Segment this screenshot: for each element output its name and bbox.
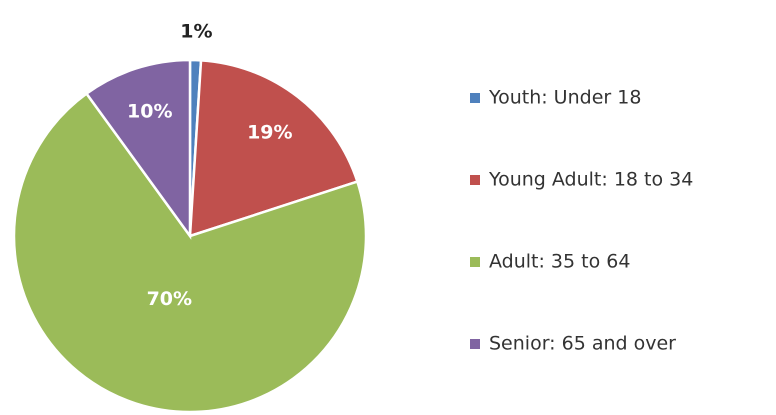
legend-marker — [470, 175, 480, 185]
legend-marker — [470, 339, 480, 349]
data-label: 1% — [180, 21, 212, 43]
pie-slice — [12, 91, 368, 414]
data-label: 70% — [147, 288, 192, 310]
pie-slice — [188, 59, 359, 238]
legend-label: Young Adult: 18 to 34 — [488, 169, 693, 191]
pie-slice — [84, 58, 192, 240]
legend-label: Adult: 35 to 64 — [489, 251, 630, 273]
legend-label: Senior: 65 and over — [489, 333, 676, 355]
legend-label: Youth: Under 18 — [488, 87, 641, 109]
data-label: 10% — [127, 101, 172, 123]
data-label: 19% — [247, 122, 292, 144]
legend-marker — [470, 257, 480, 267]
legend-marker — [470, 93, 480, 103]
